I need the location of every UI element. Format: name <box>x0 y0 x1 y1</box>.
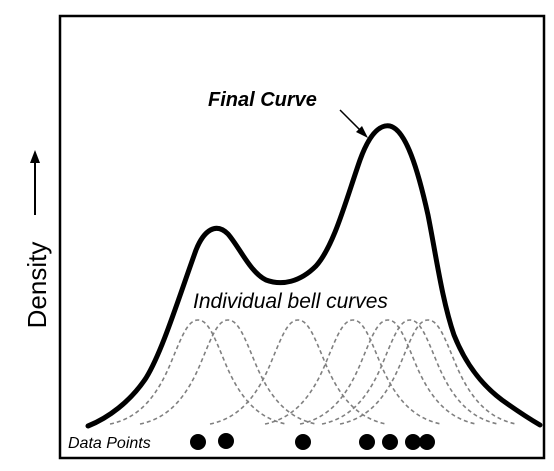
plot-frame <box>58 14 546 460</box>
bell-curve <box>339 319 517 425</box>
y-axis-arrow-head <box>30 150 40 163</box>
data-point <box>218 433 234 449</box>
data-point <box>295 434 311 450</box>
bell-curves <box>109 319 517 425</box>
bell-curve <box>299 319 477 425</box>
bell-curves-label: Individual bell curves <box>193 290 388 313</box>
final-curve-pointer <box>339 109 363 133</box>
final-curve-label: Final Curve <box>208 89 317 111</box>
data-point <box>419 434 435 450</box>
bell-curve <box>139 319 317 425</box>
data-point <box>359 434 375 450</box>
data-point <box>382 434 398 450</box>
y-axis-label: Density <box>22 242 52 329</box>
final-curve-pointer-head <box>356 126 368 138</box>
data-points-label: Data Points <box>68 435 151 452</box>
data-points <box>190 433 435 450</box>
data-point <box>405 434 421 450</box>
bell-curve <box>209 319 387 425</box>
bell-curve <box>264 319 442 425</box>
data-point <box>190 434 206 450</box>
bell-curve <box>109 319 287 425</box>
bell-curve <box>321 319 499 425</box>
final-curve <box>85 123 543 429</box>
